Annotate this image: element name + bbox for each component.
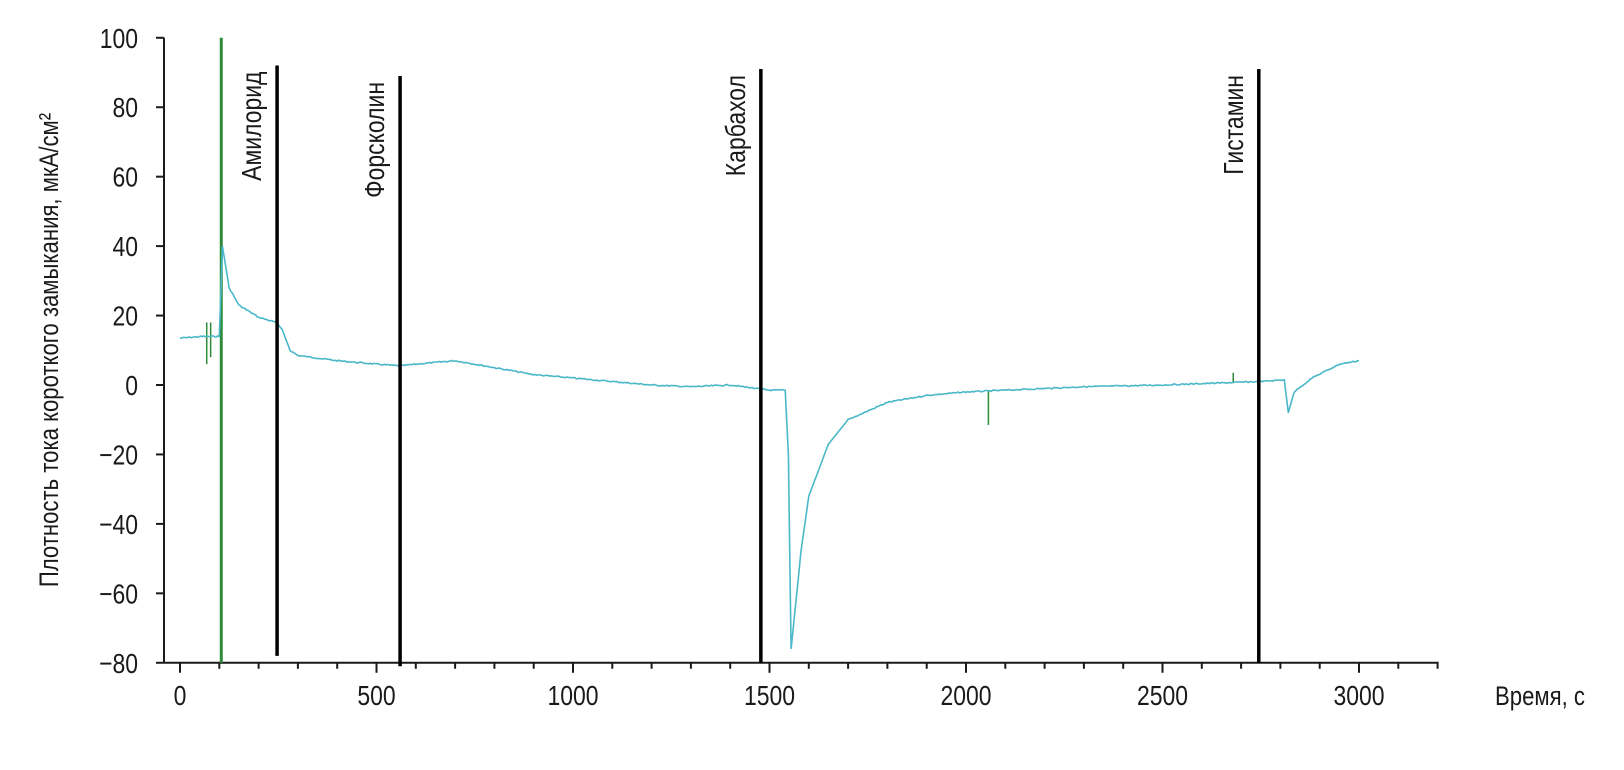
x-tick-label: 1000 (547, 681, 598, 712)
event-marker: Форсколин (360, 75, 402, 667)
x-tick-label: 0 (174, 681, 187, 712)
trace-layer (180, 37, 1360, 663)
y-tick-label: 0 (125, 371, 138, 402)
y-tick-label: −20 (99, 440, 138, 471)
y-tick-label: 100 (100, 24, 138, 55)
x-tick-label: 500 (357, 681, 395, 712)
y-tick-label: −40 (99, 510, 138, 541)
event-label: Амилорид (237, 72, 268, 181)
axes: 100 80 60 40 20 0 −20 −40 −60 −80 0 500 1000 1500 2000… (99, 24, 1439, 712)
event-label: Форсколин (360, 82, 391, 198)
series-line (180, 245, 1360, 649)
y-tick-label: −60 (99, 579, 138, 610)
x-tick-label: 2500 (1137, 681, 1188, 712)
event-label: Гистамин (1219, 75, 1250, 175)
x-axis-label: Время, с (1495, 682, 1585, 712)
y-tick-label: 60 (112, 163, 138, 194)
event-markers: Амилорид Форсколин Карбахол Гистамин (237, 65, 1261, 667)
y-axis-label: Плотность тока короткого замыкания, мкА/… (35, 113, 65, 587)
x-tick-label: 1500 (744, 681, 795, 712)
event-marker: Гистамин (1219, 69, 1261, 663)
event-marker: Амилорид (237, 65, 279, 656)
x-tick-label: 3000 (1333, 681, 1384, 712)
y-tick-label: 80 (112, 93, 138, 124)
x-tick-label: 2000 (940, 681, 991, 712)
y-tick-label: 40 (112, 232, 138, 263)
y-tick-label: −80 (99, 649, 138, 680)
event-marker: Карбахол (721, 69, 763, 663)
event-label: Карбахол (721, 75, 752, 176)
y-tick-label: 20 (112, 301, 138, 332)
